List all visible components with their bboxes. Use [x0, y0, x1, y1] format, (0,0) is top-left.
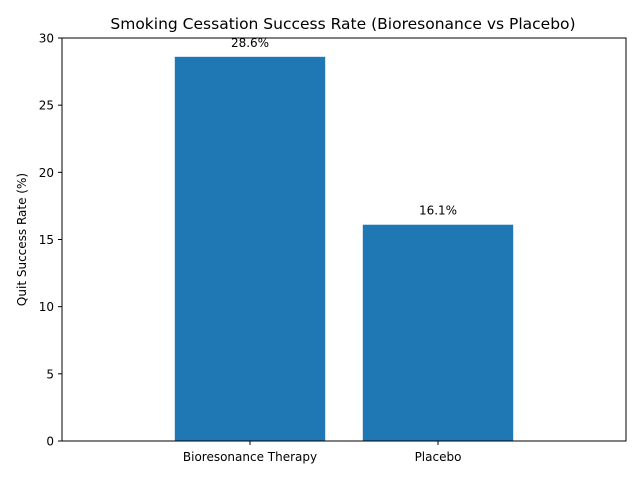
x-tick-label-0: Bioresonance Therapy: [183, 450, 317, 464]
y-axis-label: Quit Success Rate (%): [15, 173, 29, 306]
bar-0: [174, 56, 326, 441]
data-label-0: 28.6%: [231, 36, 269, 50]
y-tick-label-5: 25: [39, 99, 54, 113]
plot-area-frame: [61, 37, 627, 442]
bars-layer: [174, 56, 514, 441]
y-tick-label-0: 0: [46, 435, 54, 449]
y-tick-label-6: 30: [39, 32, 54, 46]
x-tick-label-1: Placebo: [415, 450, 462, 464]
data-label-1: 16.1%: [419, 204, 457, 218]
y-tick-label-2: 10: [39, 300, 54, 314]
y-tick-label-3: 15: [39, 233, 54, 247]
y-tick-label-4: 20: [39, 166, 54, 180]
chart-title: Smoking Cessation Success Rate (Bioreson…: [110, 15, 575, 33]
y-tick-label-1: 5: [46, 367, 54, 381]
bar-1: [362, 224, 514, 441]
ticks-layer: Bioresonance Therapy Placebo 0 5 10 15 20 25 30: [39, 32, 462, 465]
data-labels-layer: 28.6% 16.1%: [231, 36, 457, 218]
